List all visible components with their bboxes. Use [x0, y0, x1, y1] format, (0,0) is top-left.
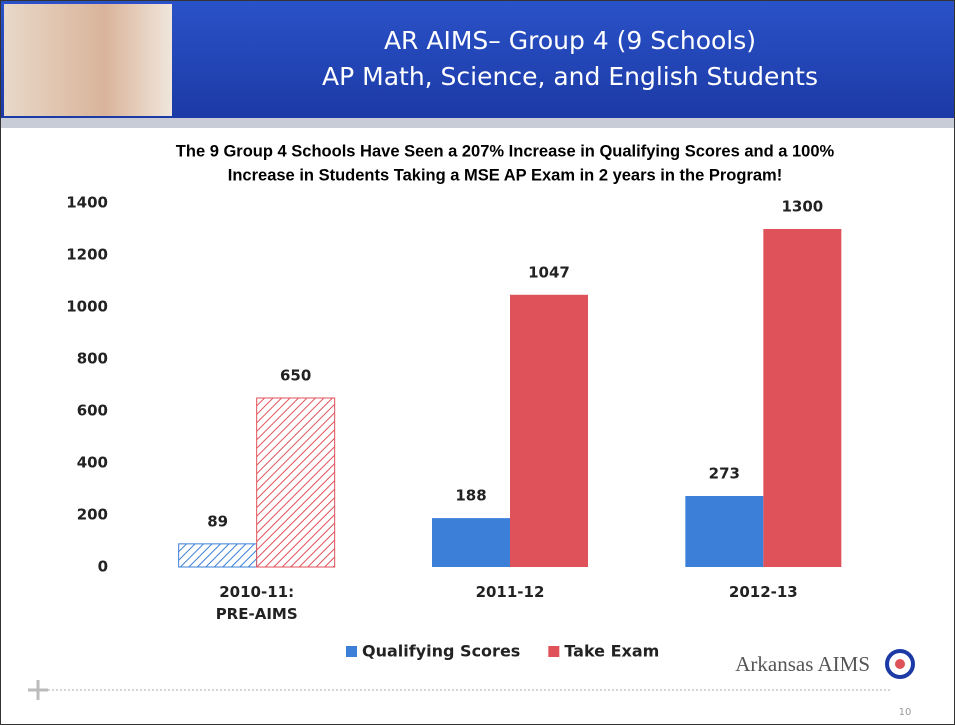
corner-cross [28, 680, 48, 700]
bar [685, 496, 764, 567]
data-label: 650 [280, 367, 311, 385]
data-label: 1300 [781, 198, 823, 216]
y-tick-label: 0 [98, 558, 108, 576]
logo-mark [885, 649, 915, 679]
x-tick-label: 2012-13 [729, 583, 798, 601]
header-photo [4, 4, 172, 116]
title: AR AIMS– Group 4 (9 Schools) [384, 26, 756, 55]
subtitle: The 9 Group 4 Schools Have Seen a 207% I… [176, 142, 835, 160]
bar [178, 543, 258, 568]
y-tick-label: 1000 [66, 298, 108, 316]
data-label: 89 [207, 512, 228, 530]
y-tick-label: 800 [77, 350, 108, 368]
title: AP Math, Science, and English Students [322, 62, 818, 91]
logo-mark [895, 659, 905, 669]
legend-swatch [548, 646, 560, 657]
data-label: 188 [455, 487, 486, 505]
bar [763, 229, 842, 567]
data-label: 1047 [528, 263, 570, 281]
page-number: 10 [899, 707, 912, 718]
header-strip [0, 118, 955, 128]
x-tick-label: 2011-12 [476, 583, 545, 601]
data-label: 273 [709, 465, 740, 483]
y-tick-label: 200 [77, 506, 108, 524]
y-tick-label: 600 [77, 402, 108, 420]
x-tick-label: 2010-11: PRE-AIMS [216, 583, 298, 623]
legend-swatch [346, 646, 357, 657]
legend-label: Take Exam [564, 642, 659, 661]
bar [510, 294, 588, 567]
bar [256, 397, 336, 568]
y-tick-label: 400 [77, 454, 108, 472]
y-tick-label: 1200 [66, 246, 108, 264]
subtitle: Increase in Students Taking a MSE AP Exa… [228, 166, 782, 184]
logo-text: Arkansas AIMS [735, 652, 870, 676]
bar [432, 518, 510, 567]
legend-label: Qualifying Scores [362, 642, 520, 661]
y-tick-label: 1400 [66, 194, 108, 212]
